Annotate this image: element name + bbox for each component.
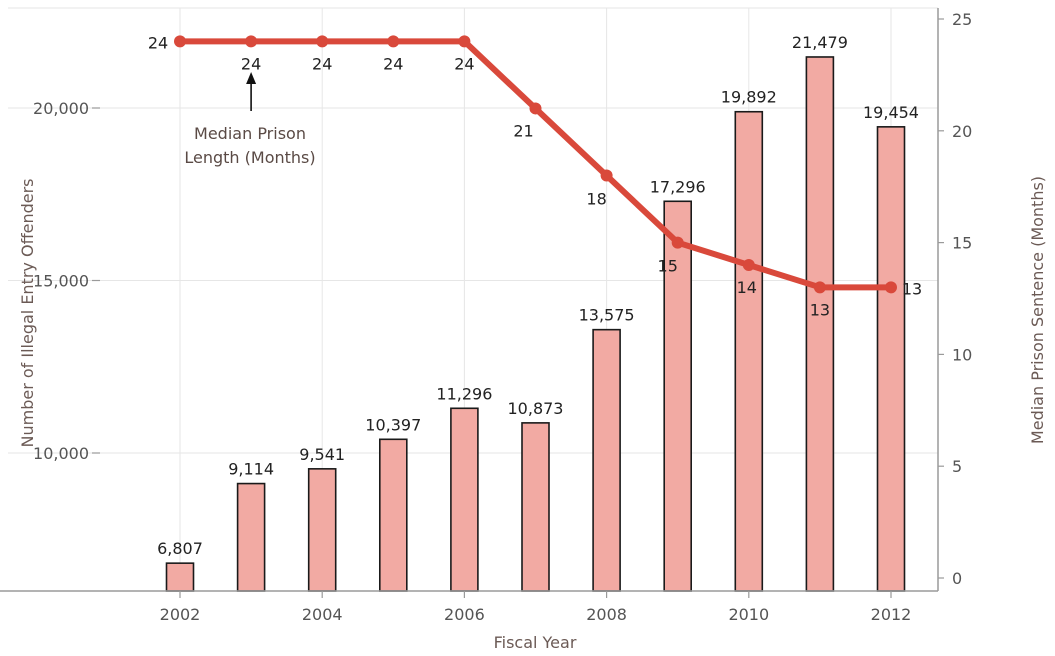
line-point-2009: [671, 236, 684, 249]
x-tick-label-2004: 2004: [302, 605, 343, 624]
line-point-2003: [245, 35, 258, 48]
bar-2012: [876, 126, 906, 592]
line-value-label-2003: 24: [241, 54, 261, 73]
bar-2011: [805, 56, 835, 592]
bar-2008: [592, 328, 621, 592]
line-value-label-2005: 24: [383, 54, 403, 73]
line-value-label-2009: 15: [658, 257, 678, 276]
data-labels: 6,807 9,114 9,541 10,397 11,296 10,873 13,575 1…: [148, 33, 922, 558]
bar-value-label-2004: 9,541: [299, 445, 345, 464]
bar-value-label-2005: 10,397: [365, 415, 421, 434]
annotation-text-line2: Length (Months): [184, 148, 315, 167]
annotation-arrow-head: [246, 72, 257, 84]
line-point-2011: [813, 281, 826, 294]
bar-2006: [450, 407, 479, 592]
y-left-tick-label-20,000: 20,000: [33, 99, 89, 118]
x-tick-label-2008: 2008: [586, 605, 627, 624]
y-left-tick-label-15,000: 15,000: [33, 272, 89, 291]
line-value-label-2002: 24: [148, 33, 168, 52]
bar-2003: [236, 482, 266, 592]
line-point-2002: [174, 35, 186, 48]
line-point-2005: [387, 35, 400, 48]
line-value-label-2012: 13: [902, 279, 922, 298]
line-value-label-2008: 18: [586, 190, 606, 209]
line-value-label-2007: 21: [513, 121, 533, 140]
x-tick-label-2002: 2002: [160, 605, 201, 624]
y-right-tick-label-25: 25: [952, 10, 972, 29]
bar-2010: [734, 110, 764, 592]
bar-2004: [307, 468, 337, 592]
y-right-tick-label-5: 5: [952, 457, 962, 476]
bar-value-label-2002: 6,807: [157, 539, 203, 558]
line-value-label-2011: 13: [810, 300, 830, 319]
line-point-2012: [885, 281, 897, 294]
axes: 2002 2004 2006 2008 2010 201210,00015,00020,0…: [0, 8, 972, 624]
y-right-tick-label-10: 10: [952, 345, 972, 364]
x-tick-label-2010: 2010: [728, 605, 769, 624]
x-tick-label-2006: 2006: [444, 605, 485, 624]
bar-value-label-2010: 19,892: [721, 88, 777, 107]
y-right-tick-label-0: 0: [952, 569, 962, 588]
line-value-label-2004: 24: [312, 54, 332, 73]
bar-2005: [378, 438, 408, 592]
bar-value-label-2012: 19,454: [863, 103, 919, 122]
line-point-2006: [458, 35, 471, 48]
bar-value-label-2006: 11,296: [436, 384, 492, 403]
y-axis-right-title: Median Prison Sentence (Months): [1028, 176, 1047, 444]
bar-2007: [521, 422, 550, 592]
x-axis-title: Fiscal Year: [494, 633, 577, 652]
annotation-text-line1: Median Prison: [194, 124, 306, 143]
bar-value-label-2008: 13,575: [579, 306, 635, 325]
line-series: [174, 35, 897, 294]
y-right-tick-label-15: 15: [952, 234, 972, 253]
y-left-tick-label-10,000: 10,000: [33, 444, 89, 463]
bar-value-label-2009: 17,296: [650, 177, 706, 196]
bar-value-label-2011: 21,479: [792, 33, 848, 52]
bar-value-label-2007: 10,873: [508, 399, 564, 418]
line-value-label-2006: 24: [454, 54, 474, 73]
line-point-2010: [742, 258, 755, 271]
bar-value-label-2003: 9,114: [228, 460, 274, 479]
y-axis-left-title: Number of Illegal Entry Offenders: [18, 179, 37, 448]
line-value-label-2010: 14: [737, 278, 757, 297]
line-point-2008: [600, 169, 613, 182]
bar-2002: [165, 562, 195, 592]
x-tick-label-2012: 2012: [871, 605, 912, 624]
line-point-2004: [316, 35, 329, 48]
y-right-tick-label-20: 20: [952, 122, 972, 141]
line-point-2007: [529, 102, 542, 115]
annotation: Median Prison Length (Months): [184, 72, 316, 167]
